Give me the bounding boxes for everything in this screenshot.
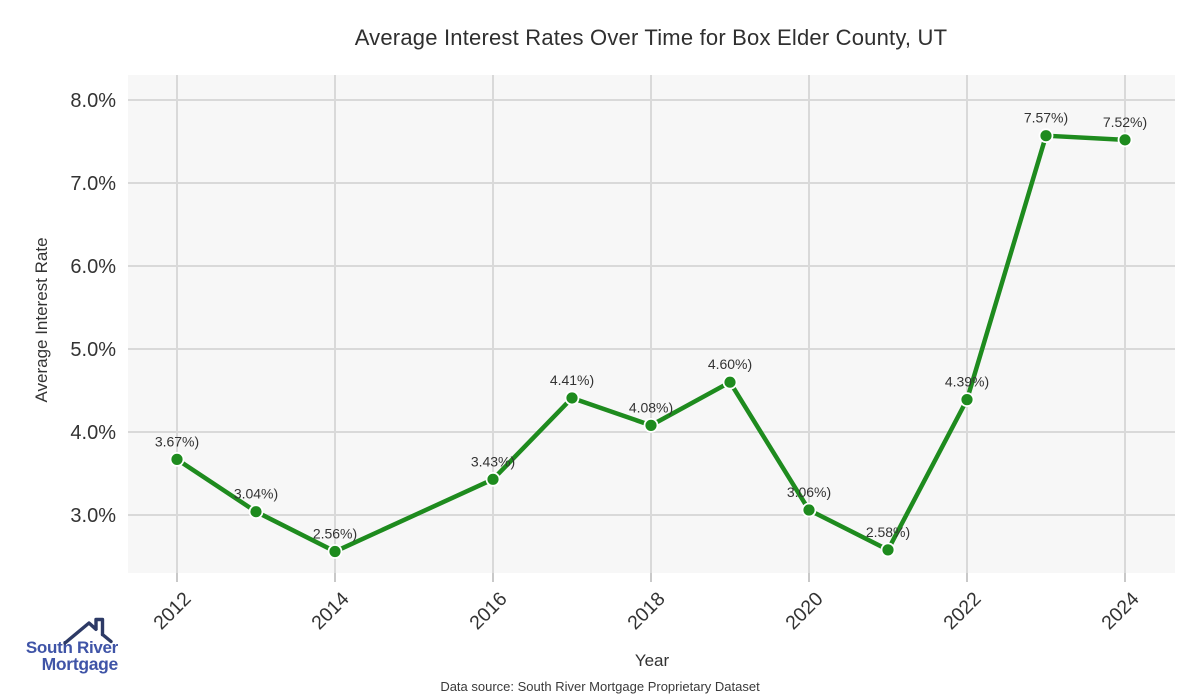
logo-text-line2: Mortgage [41, 654, 119, 674]
data-point-2017 [564, 390, 580, 406]
house-roof-icon [63, 617, 113, 645]
data-point-2024 [1117, 132, 1133, 148]
data-point-label-2016: 3.43%) [471, 453, 515, 469]
x-axis-title: Year [634, 651, 670, 670]
data-point-2014 [327, 544, 343, 559]
data-point-label-2013: 3.04%) [234, 486, 278, 502]
data-point-label-2018: 4.08%) [629, 399, 673, 415]
y-tick-label-6.0%: 6.0% [70, 256, 116, 278]
logo-text-line1: South River [25, 638, 118, 657]
y-axis-title: Average Interest Rate [32, 237, 51, 403]
data-point-label-2019: 4.60%) [708, 356, 752, 372]
data-point-2022 [959, 392, 975, 408]
x-tick-label-2024: 2024 [1097, 588, 1143, 634]
x-tick-label-2022: 2022 [939, 588, 985, 634]
data-point-2019 [722, 374, 738, 390]
data-point-2018 [643, 417, 659, 433]
x-tick-label-2016: 2016 [465, 588, 511, 634]
logo-south-river-mortgage: South River Mortgage [16, 594, 119, 674]
series-line [174, 133, 1128, 554]
data-point-2020 [801, 502, 817, 518]
data-point-label-2023: 7.57%) [1024, 110, 1068, 126]
data-point-2012 [169, 451, 185, 467]
chart-title: Average Interest Rates Over Time for Box… [354, 25, 948, 50]
y-tick-label-7.0%: 7.0% [70, 173, 116, 195]
data-point-2023 [1038, 128, 1054, 144]
data-point-label-2017: 4.41%) [550, 372, 594, 388]
y-tick-label-8.0%: 8.0% [70, 90, 116, 112]
data-point-label-2014: 2.56%) [313, 526, 357, 542]
data-point-label-2021: 2.58%) [866, 524, 910, 540]
data-point-label-2012: 3.67%) [155, 433, 199, 449]
y-tick-label-4.0%: 4.0% [70, 422, 116, 444]
x-tick-label-2020: 2020 [781, 588, 827, 634]
data-point-label-2024: 7.52%) [1103, 114, 1147, 130]
data-point-label-2020: 3.06%) [787, 484, 831, 500]
data-point-2021 [880, 542, 896, 558]
x-tick-label-2012: 2012 [149, 588, 195, 634]
x-tick-label-2018: 2018 [623, 588, 669, 634]
y-tick-label-3.0%: 3.0% [70, 505, 116, 527]
data-point-2013 [248, 504, 264, 520]
x-tick-label-2014: 2014 [307, 588, 353, 634]
y-tick-label-5.0%: 5.0% [70, 339, 116, 361]
data-point-2016 [485, 471, 501, 487]
data-point-label-2022: 4.39%) [945, 374, 989, 390]
data-source-note: Data source: South River Mortgage Propri… [440, 679, 760, 694]
